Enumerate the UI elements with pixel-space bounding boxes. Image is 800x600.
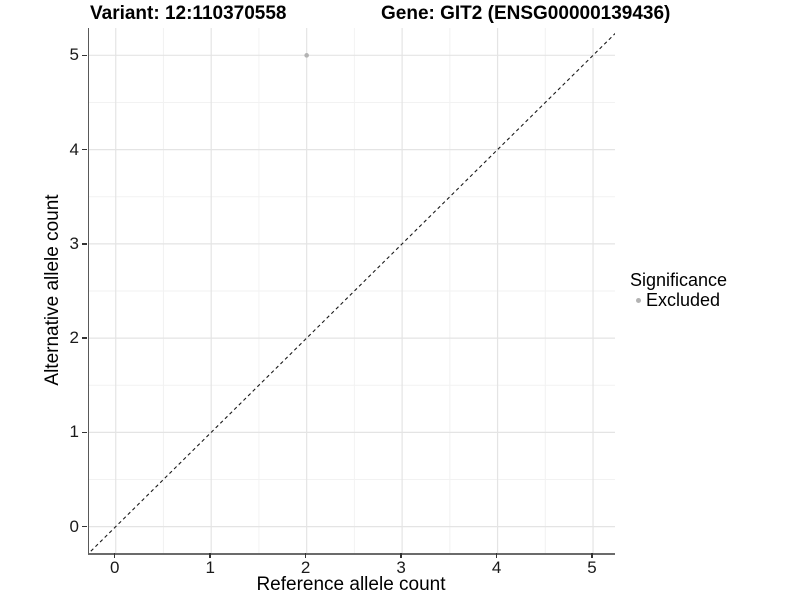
x-tick-mark [209, 553, 211, 558]
legend-item: Excluded [630, 291, 727, 310]
x-tick-mark [495, 553, 498, 558]
x-tick-mark [591, 553, 593, 558]
x-tick-label: 5 [587, 558, 597, 577]
legend-items: Excluded [630, 291, 727, 310]
y-tick-mark [81, 431, 87, 434]
x-tick-label: 3 [396, 558, 406, 577]
plot-panel [88, 28, 615, 555]
y-tick-mark [81, 148, 87, 151]
y-tick-mark [81, 525, 87, 528]
y-tick-label: 2 [69, 328, 79, 348]
legend-item-label: Excluded [646, 290, 721, 310]
legend-title: Significance [630, 270, 728, 290]
variant-title: Variant: 12:110370558 [90, 3, 287, 24]
plot-area-svg [89, 28, 615, 553]
y-tick-label: 4 [69, 139, 79, 159]
x-tick-mark [113, 553, 116, 558]
x-axis-title: Reference allele count [256, 574, 446, 595]
x-tick-label: 4 [491, 558, 502, 577]
y-tick-label: 0 [69, 516, 79, 536]
x-tick-label: 0 [109, 558, 120, 577]
y-tick-label: 3 [69, 233, 79, 253]
y-tick-mark [81, 54, 87, 57]
gene-title: Gene: GIT2 (ENSG00000139436) [381, 3, 671, 24]
data-point [304, 53, 309, 58]
y-tick-mark [81, 243, 87, 245]
legend: Significance Excluded [630, 271, 727, 310]
identity-dashed-line [89, 32, 615, 553]
x-tick-label: 1 [205, 558, 215, 577]
y-tick-mark [81, 337, 87, 339]
y-tick-label: 1 [69, 422, 79, 442]
y-axis-title: Alternative allele count [42, 194, 63, 386]
legend-circle-icon [636, 298, 641, 303]
x-tick-mark [400, 553, 402, 558]
x-tick-label: 2 [300, 558, 311, 577]
x-tick-mark [304, 553, 307, 558]
y-tick-label: 5 [69, 45, 79, 65]
